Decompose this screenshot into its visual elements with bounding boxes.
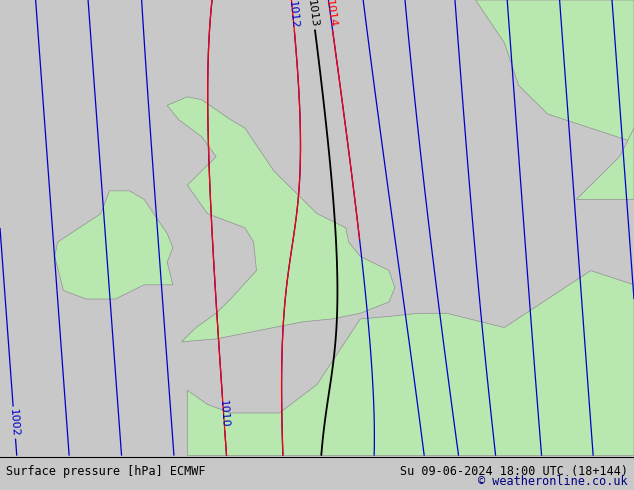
Text: © weatheronline.co.uk: © weatheronline.co.uk xyxy=(478,474,628,488)
Polygon shape xyxy=(55,191,173,299)
Polygon shape xyxy=(476,0,634,143)
Polygon shape xyxy=(576,128,634,199)
Text: 1012: 1012 xyxy=(287,0,299,29)
Polygon shape xyxy=(167,97,395,342)
Text: 1013: 1013 xyxy=(306,0,320,28)
Text: 1010: 1010 xyxy=(217,400,230,428)
Polygon shape xyxy=(187,270,634,456)
Text: Surface pressure [hPa] ECMWF: Surface pressure [hPa] ECMWF xyxy=(6,465,206,478)
Text: 1002: 1002 xyxy=(8,408,20,437)
Text: Su 09-06-2024 18:00 UTC (18+144): Su 09-06-2024 18:00 UTC (18+144) xyxy=(399,465,628,478)
Text: 1014: 1014 xyxy=(323,0,337,28)
